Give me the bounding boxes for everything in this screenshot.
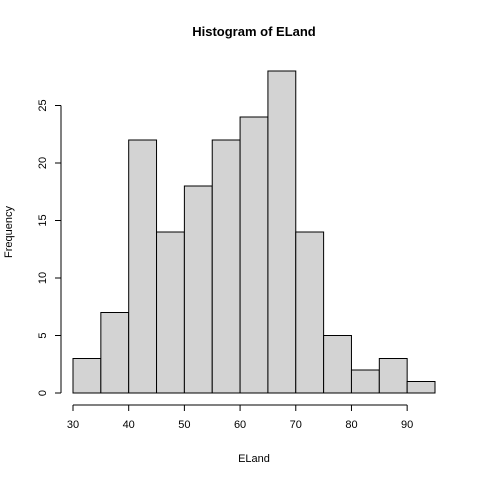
x-axis-label: ELand: [238, 453, 270, 465]
y-tick-label: 0: [37, 390, 49, 396]
y-axis: 0 5 10 15 20 25: [37, 99, 62, 396]
x-axis: 30 40 50 60 70 80 90: [67, 404, 413, 431]
x-tick-label: 40: [123, 419, 135, 431]
histogram-bar: [239, 116, 269, 394]
histogram-bar: [183, 185, 213, 394]
x-tick-label: 80: [345, 419, 357, 431]
y-tick-label: 5: [37, 332, 49, 338]
x-tick-label: 50: [178, 419, 190, 431]
x-tick-label: 60: [234, 419, 246, 431]
histogram-bar: [350, 369, 380, 394]
y-tick-label: 15: [37, 214, 49, 226]
bars-group: [72, 70, 436, 394]
histogram-bar: [156, 231, 185, 394]
histogram-bar: [100, 312, 130, 394]
histogram-bar: [323, 335, 352, 394]
y-axis-label: Frequency: [3, 206, 15, 258]
y-tick-label: 10: [37, 272, 49, 284]
y-tick-label: 20: [37, 157, 49, 169]
x-tick-label: 70: [290, 419, 302, 431]
histogram-bar: [211, 139, 241, 394]
histogram-bar: [128, 139, 158, 394]
histogram-bar: [406, 381, 436, 394]
histogram-bar: [378, 358, 408, 394]
chart-title: Histogram of ELand: [192, 24, 316, 39]
histogram-bar: [72, 358, 102, 394]
y-tick-label: 25: [37, 99, 49, 111]
x-tick-label: 30: [67, 419, 79, 431]
histogram-bar: [295, 231, 325, 394]
x-tick-label: 90: [401, 419, 413, 431]
histogram-bar: [267, 70, 297, 394]
